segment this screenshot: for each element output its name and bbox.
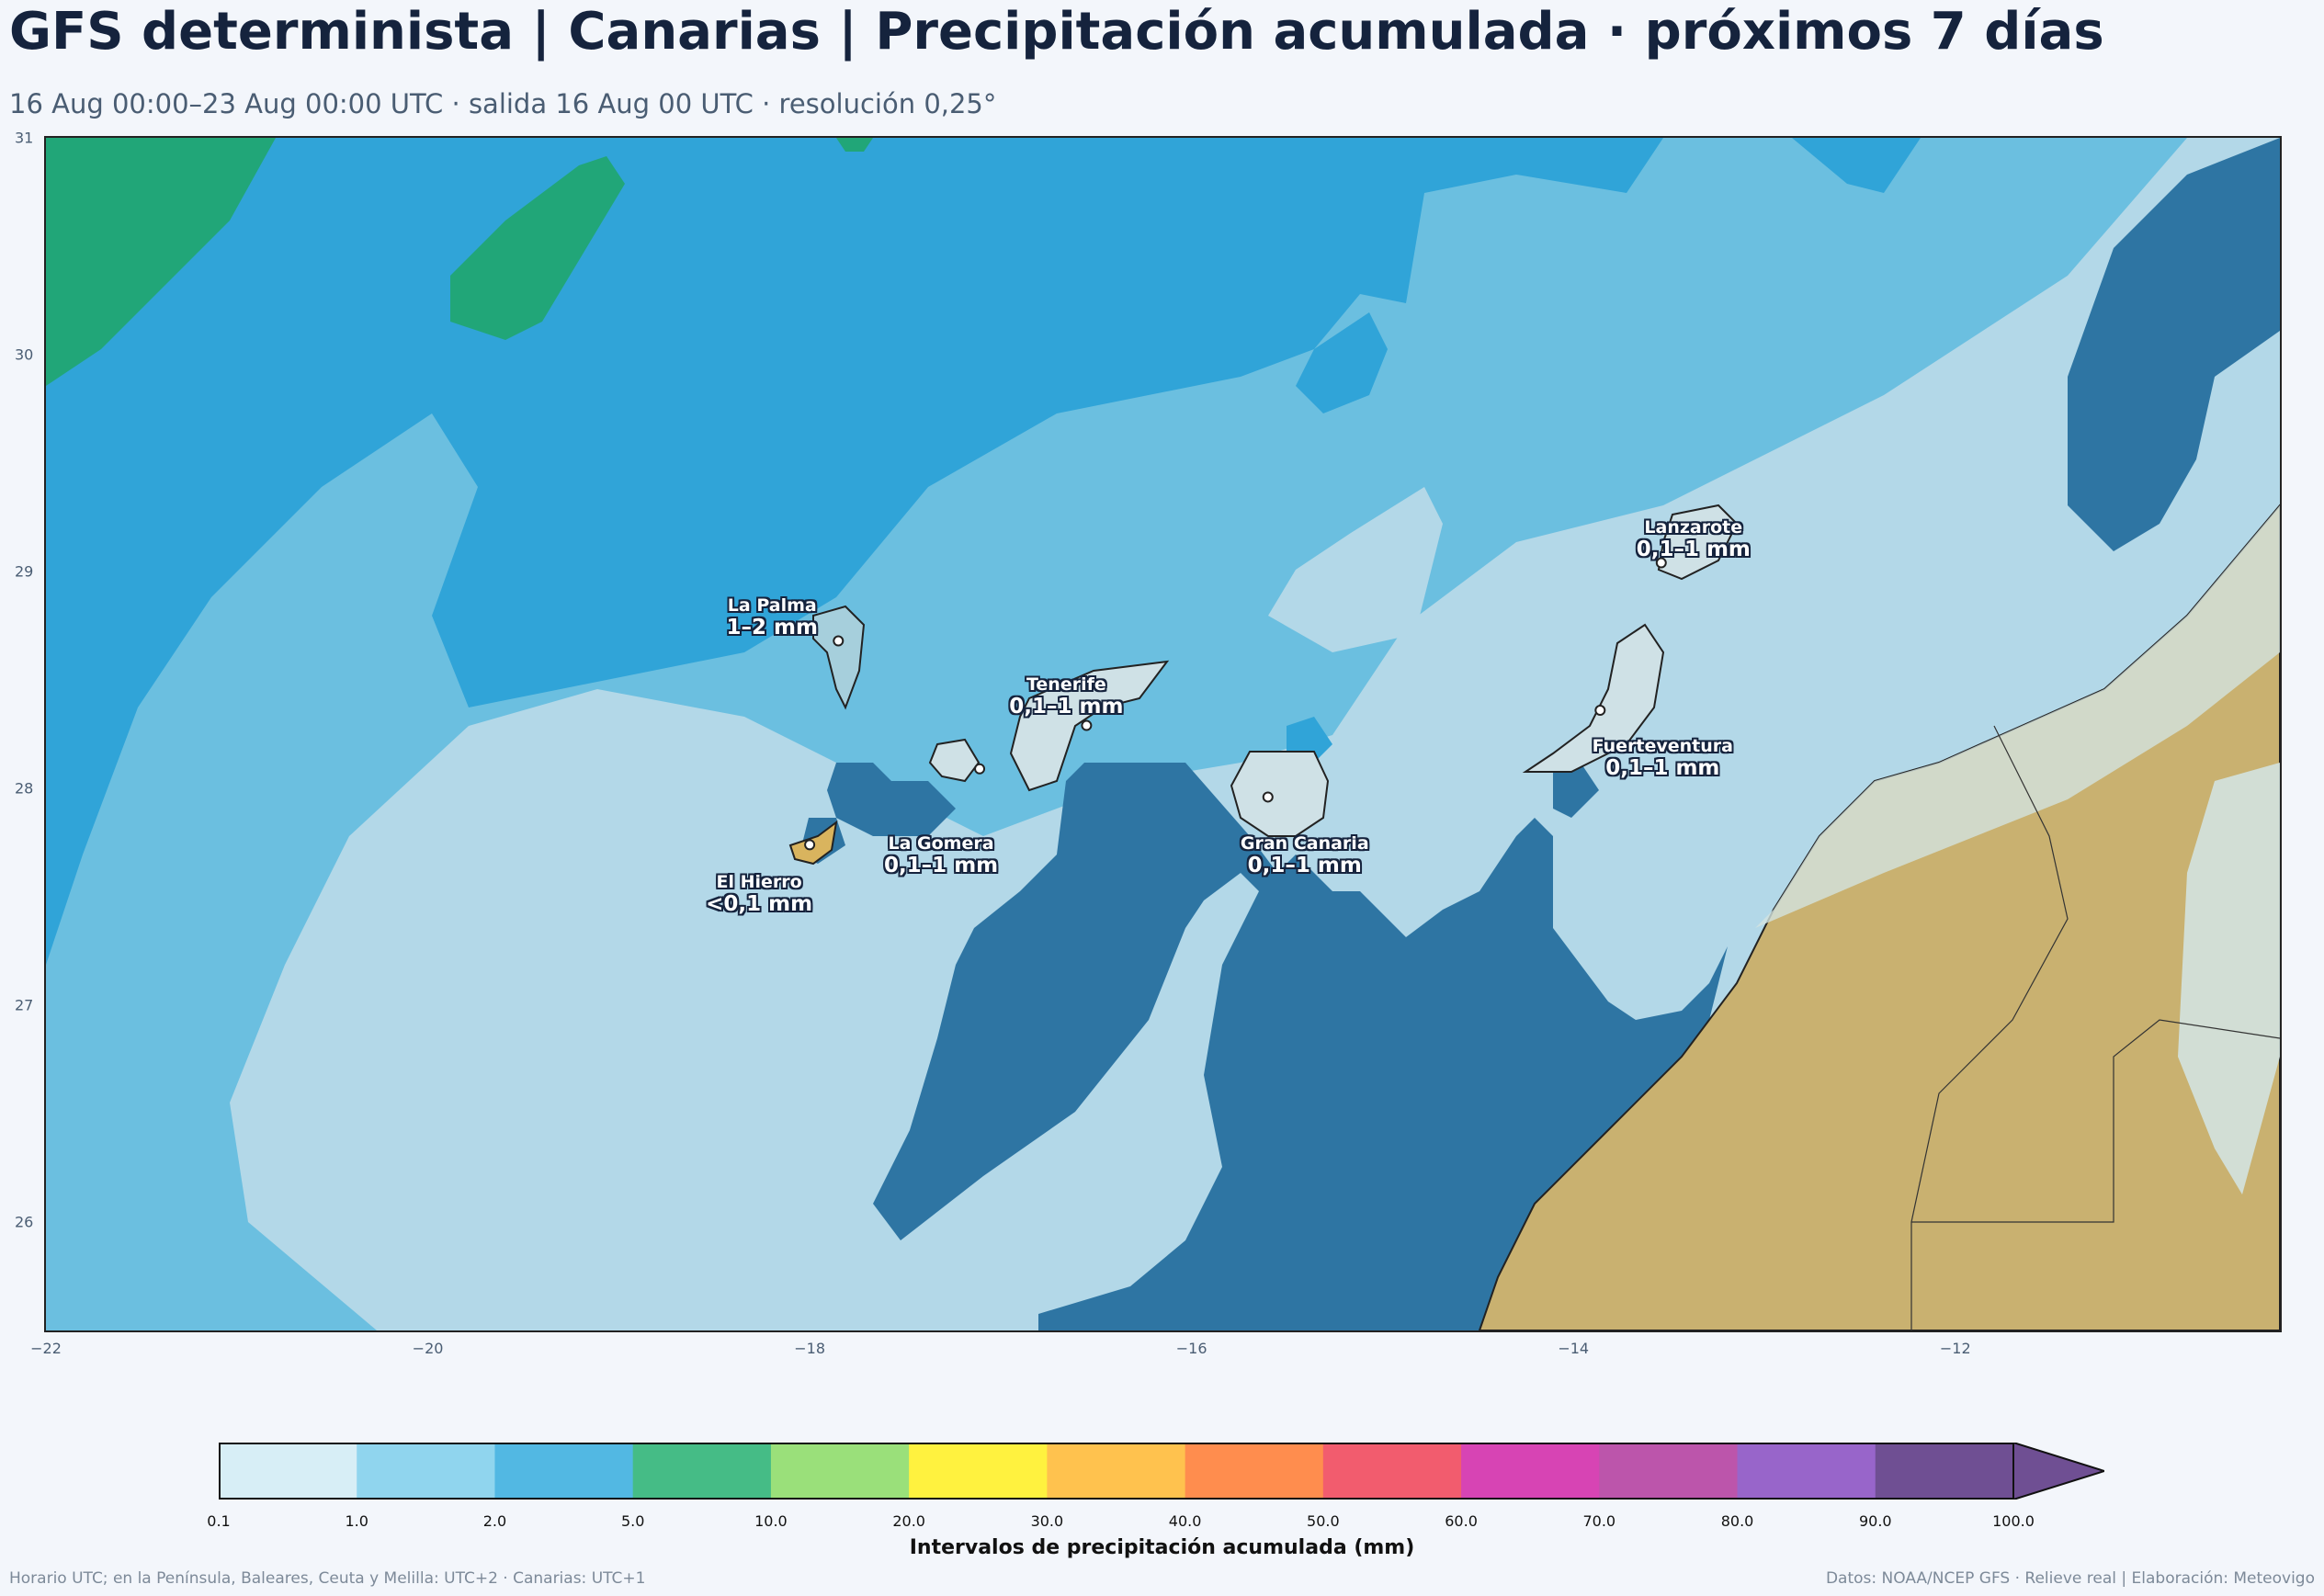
precipitation-map[interactable] [44, 136, 2282, 1332]
island-la-palma [812, 605, 866, 710]
island-name: Gran Canaria [1240, 833, 1369, 855]
precip-area-light-east [2178, 763, 2280, 1194]
x-tick-label: −18 [794, 1340, 825, 1357]
island-label: Lanzarote 0,1–1 mm [1637, 517, 1751, 561]
island-value: 1–2 mm [726, 615, 818, 640]
island-name: Fuerteventura [1592, 736, 1733, 757]
precip-area-dark-fuerte [1553, 763, 1599, 818]
island-markers [804, 557, 1667, 851]
island-marker [1655, 557, 1667, 569]
colorbar-cell [1322, 1443, 1462, 1500]
precip-area-light-pocket [1268, 487, 1443, 652]
x-tick-label: −12 [1939, 1340, 1971, 1357]
colorbar [219, 1443, 2104, 1500]
colorbar-tick-label: 10.0 [754, 1512, 788, 1530]
africa-coastal-haze [1755, 505, 2280, 928]
border-line-b [1911, 1019, 2280, 1223]
precip-area-5-10-b [450, 156, 625, 340]
island-value: 0,1–1 mm [1605, 756, 1720, 781]
colorbar-cell [909, 1443, 1048, 1500]
colorbar-extend-arrow [2012, 1443, 2104, 1500]
precip-area-dark-northeast [2068, 138, 2280, 551]
colorbar-tick-label: 40.0 [1168, 1512, 1202, 1530]
island-gran-canaria [1230, 751, 1330, 837]
island-label: Tenerife 0,1–1 mm [1009, 674, 1123, 719]
island-marker [833, 635, 845, 647]
precip-area-5-10-c [836, 138, 873, 152]
island-tenerife [1009, 660, 1170, 792]
island-lanzarote [1657, 504, 1739, 581]
island-value: 0,1–1 mm [1636, 537, 1751, 561]
precip-area-2-5-blob-a [1296, 312, 1388, 413]
island-marker [974, 763, 986, 775]
y-tick-label: 31 [15, 129, 34, 147]
colorbar-tick-label: 0.1 [207, 1512, 231, 1530]
island-name: El Hierro [716, 872, 802, 893]
island-label: La Gomera 0,1–1 mm [884, 833, 998, 877]
africa-land [1478, 504, 2280, 1330]
colorbar-cell [1875, 1443, 2014, 1500]
footer-timezone-note: Horario UTC; en la Península, Baleares, … [9, 1569, 646, 1588]
colorbar-tick-label: 2.0 [482, 1512, 507, 1530]
page-subtitle: 16 Aug 00:00–23 Aug 00:00 UTC · salida 1… [9, 88, 997, 119]
island-value: 0,1–1 mm [1247, 854, 1362, 878]
y-tick-label: 28 [15, 779, 34, 798]
x-tick-label: −20 [412, 1340, 444, 1357]
colorbar-tick-label: 70.0 [1582, 1512, 1616, 1530]
precip-area-2-5 [46, 138, 1663, 965]
island-name: Tenerife [1026, 673, 1106, 695]
precip-area-2-5-blob-b [1792, 138, 1921, 193]
colorbar-label: Intervalos de precipitación acumulada (m… [909, 1536, 1415, 1559]
colorbar-tick-label: 80.0 [1720, 1512, 1754, 1530]
x-tick-label: −14 [1558, 1340, 1590, 1357]
colorbar-frame [219, 1443, 2014, 1500]
colorbar-cell [1185, 1443, 1324, 1500]
island-marker [804, 839, 816, 851]
page-title: GFS determinista | Canarias | Precipitac… [9, 2, 2104, 62]
colorbar-tick-label: 90.0 [1858, 1512, 1892, 1530]
island-marker [1594, 705, 1606, 717]
colorbar-cell [770, 1443, 910, 1500]
island-label: La Palma 1–2 mm [727, 595, 818, 640]
colorbar-tick-label: 1.0 [345, 1512, 368, 1530]
island-name: Lanzarote [1644, 516, 1743, 538]
colorbar-tick-label: 50.0 [1307, 1512, 1340, 1530]
island-name: La Palma [727, 594, 817, 616]
island-name: La Gomera [888, 832, 994, 854]
island-la-gomera [928, 738, 981, 783]
colorbar-tick-label: 20.0 [892, 1512, 925, 1530]
colorbar-cell [219, 1443, 357, 1500]
island-value: 0,1–1 mm [883, 853, 999, 877]
y-tick-label: 26 [15, 1213, 34, 1231]
map-canvas [46, 138, 2280, 1330]
colorbar-cell [632, 1443, 772, 1500]
island-value: 0,1–1 mm [1009, 694, 1124, 719]
island-value: <0,1 mm [706, 892, 813, 917]
colorbar-tick-label: 60.0 [1445, 1512, 1478, 1530]
colorbar-tick-label: 5.0 [620, 1512, 645, 1530]
colorbar-cell [494, 1443, 634, 1500]
precip-area-dark-gomera [827, 763, 956, 836]
island-label: Gran Canaria 0,1–1 mm [1241, 833, 1369, 877]
colorbar-cell [1461, 1443, 1600, 1500]
y-tick-label: 30 [15, 345, 34, 364]
footer-credits: Datos: NOAA/NCEP GFS · Relieve real | El… [1825, 1569, 2315, 1588]
island-marker [1262, 791, 1274, 803]
colorbar-tick-label: 30.0 [1030, 1512, 1064, 1530]
precip-area-5-10-a [46, 138, 276, 386]
island-label: Fuerteventura 0,1–1 mm [1593, 736, 1733, 780]
x-tick-label: −16 [1175, 1340, 1207, 1357]
colorbar-cell [1599, 1443, 1739, 1500]
colorbar-tick-label: 100.0 [1992, 1512, 2035, 1530]
island-label: El Hierro <0,1 mm [706, 872, 812, 916]
x-tick-label: −22 [30, 1340, 62, 1357]
colorbar-cell [357, 1443, 495, 1500]
y-tick-label: 27 [15, 996, 34, 1014]
y-tick-label: 29 [15, 562, 34, 581]
island-marker [1081, 719, 1093, 731]
colorbar-cell [1737, 1443, 1876, 1500]
precip-area-dark-south [873, 763, 1728, 1330]
colorbar-cell [1047, 1443, 1186, 1500]
